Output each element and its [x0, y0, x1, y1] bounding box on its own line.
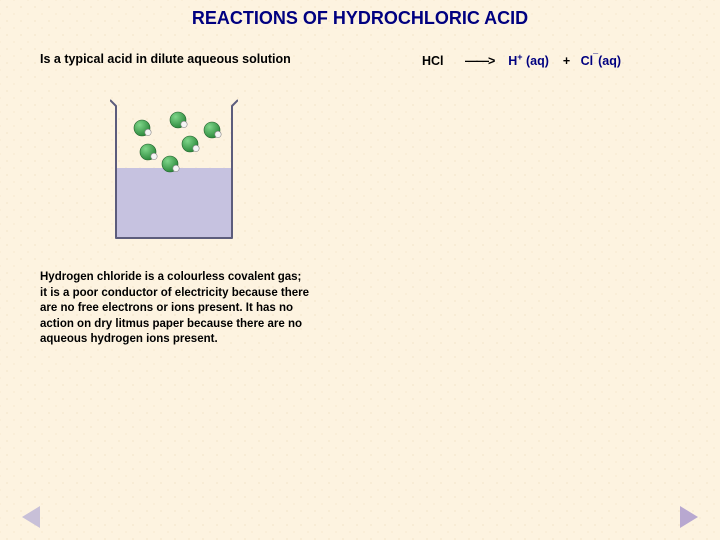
eq-product1: H+ (aq)	[508, 54, 549, 68]
subtitle: Is a typical acid in dilute aqueous solu…	[40, 52, 291, 66]
prev-slide-button[interactable]	[22, 506, 40, 528]
beaker-diagram	[110, 94, 238, 244]
description-text: Hydrogen chloride is a colourless covale…	[40, 270, 310, 348]
eq-plus: +	[563, 54, 574, 68]
eq-arrow: ——>	[465, 54, 494, 68]
eq-reactant: HCl	[422, 54, 444, 68]
dissociation-equation: HCl ——> H+ (aq) + Cl¯(aq)	[422, 52, 621, 68]
next-slide-button[interactable]	[680, 506, 698, 528]
eq-product2: Cl¯(aq)	[581, 54, 621, 68]
page-title: REACTIONS OF HYDROCHLORIC ACID	[0, 0, 720, 29]
